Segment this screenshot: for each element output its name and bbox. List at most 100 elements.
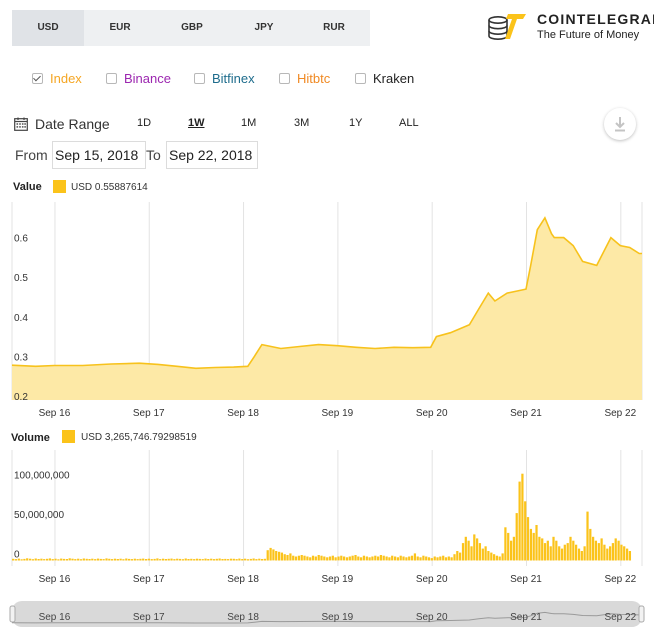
volume-bar bbox=[484, 546, 487, 561]
volume-bar bbox=[159, 559, 162, 561]
volume-bar bbox=[125, 558, 128, 561]
tab-gbp[interactable]: GBP bbox=[181, 22, 203, 33]
volume-bar bbox=[628, 551, 632, 561]
volume-bar bbox=[60, 558, 63, 561]
download-button[interactable] bbox=[604, 108, 636, 140]
volume-bar bbox=[23, 558, 26, 561]
tab-usd[interactable]: USD bbox=[12, 10, 84, 46]
volume-bar bbox=[176, 558, 179, 561]
volume-bar bbox=[572, 540, 575, 561]
volume-legend-title: Volume bbox=[11, 432, 50, 444]
volume-bar bbox=[345, 557, 349, 561]
to-date-input[interactable]: Sep 22, 2018 bbox=[166, 141, 258, 169]
checkbox-icon[interactable] bbox=[355, 72, 366, 84]
volume-bar bbox=[153, 558, 156, 561]
volume-bar bbox=[507, 532, 510, 561]
y-tick-label: 0.2 bbox=[14, 392, 28, 403]
volume-bar bbox=[464, 536, 467, 561]
volume-bar bbox=[221, 559, 224, 561]
volume-bar bbox=[311, 555, 315, 561]
checkbox-icon[interactable] bbox=[279, 72, 290, 84]
range-navigator[interactable]: Sep 16 Sep 17 Sep 18 Sep 19 Sep 20 Sep 21 Sep … bbox=[0, 598, 654, 630]
value-legend-title: Value bbox=[13, 181, 42, 193]
x-tick-label: Sep 21 bbox=[510, 408, 542, 419]
volume-bar bbox=[541, 538, 544, 561]
volume-bar bbox=[340, 555, 343, 561]
exchange-binance[interactable]: Binance bbox=[106, 69, 171, 87]
volume-bar bbox=[592, 536, 595, 561]
from-label: From bbox=[15, 147, 48, 163]
range-button-1w[interactable]: 1W bbox=[188, 117, 205, 129]
volume-bar bbox=[43, 559, 46, 561]
exchange-hitbtc[interactable]: Hitbtc bbox=[279, 69, 330, 87]
volume-bar bbox=[396, 557, 400, 561]
volume-bar bbox=[111, 559, 114, 561]
volume-bar bbox=[232, 558, 235, 561]
exchange-index[interactable]: Index bbox=[32, 69, 82, 87]
y-tick-label: 0.4 bbox=[14, 313, 28, 324]
range-button-3m[interactable]: 3M bbox=[294, 117, 310, 129]
volume-bar bbox=[498, 556, 501, 561]
range-button-1d[interactable]: 1D bbox=[137, 117, 152, 129]
value-legend-swatch bbox=[53, 180, 66, 193]
volume-bar bbox=[586, 511, 589, 561]
volume-bar bbox=[501, 553, 504, 561]
volume-bar bbox=[198, 558, 201, 561]
volume-bar bbox=[102, 559, 105, 561]
volume-bar bbox=[606, 548, 609, 561]
volume-bar bbox=[289, 553, 292, 561]
volume-bar bbox=[495, 555, 499, 561]
volume-bar bbox=[357, 556, 360, 561]
volume-bar bbox=[575, 544, 578, 561]
y-tick-label: 50,000,000 bbox=[14, 510, 64, 521]
volume-bar bbox=[535, 525, 538, 561]
checkbox-icon[interactable] bbox=[32, 72, 43, 84]
volume-bar bbox=[399, 555, 402, 561]
range-button-all[interactable]: ALL bbox=[399, 117, 419, 129]
exchange-kraken[interactable]: Kraken bbox=[355, 69, 414, 87]
volume-bar bbox=[348, 556, 351, 561]
volume-bar bbox=[377, 556, 380, 561]
volume-bar bbox=[490, 552, 493, 561]
volume-bar bbox=[204, 558, 207, 561]
volume-bar bbox=[524, 501, 527, 561]
exchange-label: Index bbox=[50, 70, 82, 86]
volume-bar bbox=[116, 559, 119, 561]
volume-bar bbox=[368, 557, 371, 561]
volume-bar bbox=[215, 558, 218, 561]
volume-bar bbox=[442, 555, 445, 561]
tab-rur[interactable]: RUR bbox=[323, 22, 345, 33]
volume-bar bbox=[467, 540, 470, 561]
volume-bar bbox=[569, 536, 572, 561]
volume-bar bbox=[413, 553, 417, 561]
volume-bar bbox=[99, 558, 102, 561]
range-button-1m[interactable]: 1M bbox=[241, 117, 257, 129]
volume-legend-text: USD 3,265,746.79298519 bbox=[81, 432, 197, 443]
range-button-1y[interactable]: 1Y bbox=[349, 117, 363, 129]
volume-bar bbox=[493, 554, 496, 561]
volume-bar bbox=[558, 546, 561, 561]
volume-bar bbox=[190, 558, 193, 561]
checkbox-icon[interactable] bbox=[194, 72, 205, 84]
value-chart[interactable]: 0.2 0.3 0.4 0.5 0.6 Sep 16 Sep 17 Sep 18 Sep 19 S… bbox=[0, 198, 654, 422]
volume-bar bbox=[360, 557, 363, 561]
checkbox-icon[interactable] bbox=[106, 72, 117, 84]
volume-bar bbox=[504, 527, 507, 561]
volume-bar bbox=[119, 558, 122, 561]
navigator-label: Sep 18 bbox=[227, 612, 259, 623]
navigator-handle-right bbox=[638, 605, 645, 623]
volume-chart[interactable]: 0 50,000,000 100,000,000 Sep 16 Sep 17 Sep 18… bbox=[0, 446, 654, 588]
tab-eur[interactable]: EUR bbox=[109, 22, 131, 33]
from-date-input[interactable]: Sep 15, 2018 bbox=[52, 141, 146, 169]
calendar-icon bbox=[14, 117, 28, 131]
volume-bar bbox=[600, 538, 603, 561]
tab-jpy[interactable]: JPY bbox=[254, 22, 274, 33]
volume-bar bbox=[297, 555, 301, 561]
exchange-bitfinex[interactable]: Bitfinex bbox=[194, 69, 255, 87]
volume-bar bbox=[246, 559, 250, 561]
volume-bar bbox=[113, 558, 117, 561]
volume-bar bbox=[12, 558, 15, 561]
navigator-label: Sep 19 bbox=[322, 612, 354, 623]
volume-bar bbox=[164, 559, 168, 561]
cointelegraph-logo-icon[interactable] bbox=[486, 10, 530, 46]
